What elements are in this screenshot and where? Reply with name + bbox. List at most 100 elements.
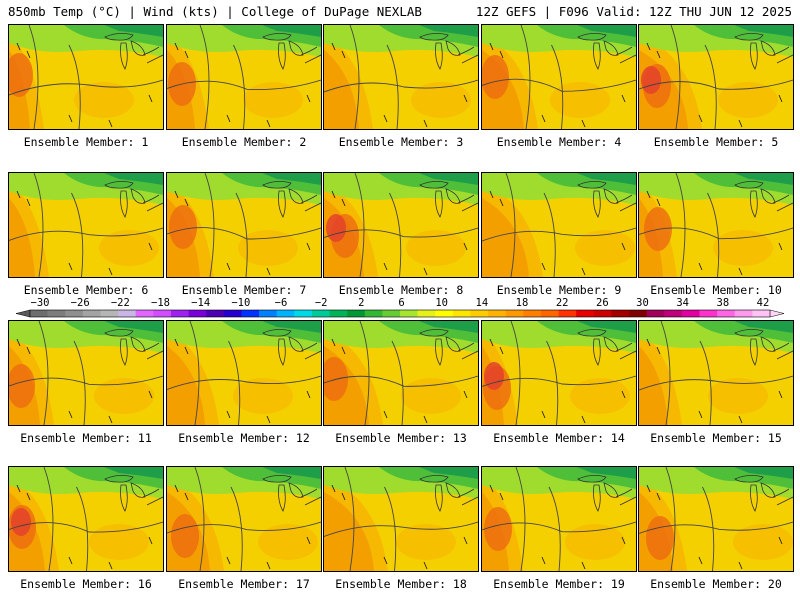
- colorbar-segment: [717, 310, 736, 317]
- colorbar-segment: [488, 310, 507, 317]
- colorbar-segment: [294, 310, 313, 317]
- ensemble-member-map: [323, 466, 479, 572]
- run-valid-time: 12Z GEFS | F096 Valid: 12Z THU JUN 12 20…: [475, 4, 792, 19]
- ensemble-member-map: [638, 24, 794, 130]
- colorbar-tick-label: 10: [435, 297, 448, 309]
- colorbar-segment: [646, 310, 665, 317]
- ensemble-member-label: Ensemble Member: 19: [493, 577, 625, 591]
- ensemble-member-label: Ensemble Member: 20: [650, 577, 782, 591]
- colorbar-tick-label: −18: [151, 297, 170, 309]
- colorbar-segment: [241, 310, 260, 317]
- ensemble-member-label: Ensemble Member: 2: [181, 135, 307, 149]
- ensemble-member-map: [481, 24, 637, 130]
- colorbar-tick-label: −14: [191, 297, 211, 309]
- colorbar-segment: [82, 310, 101, 317]
- colorbar-segment: [382, 310, 401, 317]
- colorbar-segment: [734, 310, 753, 317]
- ensemble-member-label: Ensemble Member: 17: [178, 577, 310, 591]
- ensemble-member-label: Ensemble Member: 6: [23, 283, 149, 297]
- ensemble-member-label: Ensemble Member: 1: [23, 135, 149, 149]
- ensemble-member-map: [8, 172, 164, 278]
- ensemble-member-map: [638, 320, 794, 426]
- colorbar-tick-label: 22: [555, 297, 569, 309]
- colorbar-segment: [153, 310, 172, 317]
- ensemble-member-label: Ensemble Member: 14: [493, 431, 625, 445]
- ensemble-member-map: [323, 172, 479, 278]
- ensemble-member-map: [638, 172, 794, 278]
- colorbar-segment: [611, 310, 630, 317]
- colorbar-segment: [329, 310, 348, 317]
- ensemble-member-label: Ensemble Member: 18: [335, 577, 467, 591]
- ensemble-member-label: Ensemble Member: 8: [338, 283, 464, 297]
- ensemble-member-label: Ensemble Member: 5: [653, 135, 779, 149]
- colorbar-segment: [470, 310, 489, 317]
- colorbar-tick-label: 34: [676, 297, 689, 309]
- colorbar-segment: [417, 310, 436, 317]
- ensemble-member-map: [638, 466, 794, 572]
- ensemble-member-map: [481, 466, 637, 572]
- ensemble-member-label: Ensemble Member: 16: [20, 577, 152, 591]
- colorbar-segment: [188, 310, 207, 317]
- colorbar-segment: [664, 310, 683, 317]
- ensemble-member-label: Ensemble Member: 3: [338, 135, 464, 149]
- colorbar-tick-label: 38: [716, 297, 730, 309]
- colorbar-segment: [699, 310, 718, 317]
- colorbar-tick-label: 14: [475, 297, 489, 309]
- colorbar-segment: [540, 310, 559, 317]
- ensemble-member-map: [166, 320, 322, 426]
- ensemble-member-map: [166, 466, 322, 572]
- ensemble-member-label: Ensemble Member: 7: [181, 283, 307, 297]
- colorbar-left-arrow: [15, 309, 31, 318]
- colorbar-segment: [311, 310, 330, 317]
- colorbar-tick-label: 26: [596, 297, 609, 309]
- colorbar-segment: [452, 310, 471, 317]
- ensemble-member-label: Ensemble Member: 11: [20, 431, 152, 445]
- colorbar-segment: [100, 310, 119, 317]
- colorbar-segment: [435, 310, 454, 317]
- temperature-colorbar: [15, 309, 785, 318]
- colorbar-tick-label: 30: [636, 297, 649, 309]
- colorbar-segment: [276, 310, 295, 317]
- colorbar-segment: [206, 310, 225, 317]
- colorbar-right-arrow: [769, 309, 785, 318]
- colorbar-tick-label: −10: [231, 297, 251, 309]
- ensemble-member-label: Ensemble Member: 10: [650, 283, 782, 297]
- colorbar-tick-label: 2: [358, 297, 365, 309]
- colorbar-segment: [65, 310, 84, 317]
- colorbar-segment: [170, 310, 189, 317]
- ensemble-member-map: [8, 24, 164, 130]
- ensemble-member-map: [481, 172, 637, 278]
- ensemble-member-label: Ensemble Member: 9: [496, 283, 622, 297]
- colorbar-segment: [752, 310, 771, 317]
- colorbar-segment: [505, 310, 524, 317]
- colorbar-segment: [629, 310, 647, 317]
- colorbar-segment: [30, 310, 48, 317]
- colorbar-tick-label: −2: [314, 297, 328, 309]
- colorbar-segment: [576, 310, 595, 317]
- ensemble-member-label: Ensemble Member: 13: [335, 431, 467, 445]
- colorbar-segment: [118, 310, 137, 317]
- ensemble-member-map: [323, 24, 479, 130]
- colorbar-tick-label: 42: [756, 297, 770, 309]
- colorbar-tick-label: −30: [30, 297, 50, 309]
- ensemble-member-label: Ensemble Member: 4: [496, 135, 622, 149]
- ensemble-member-map: [8, 466, 164, 572]
- colorbar-segment: [47, 310, 66, 317]
- ensemble-member-map: [481, 320, 637, 426]
- colorbar-segment: [558, 310, 577, 317]
- colorbar-tick-label: 18: [515, 297, 529, 309]
- colorbar-segment: [400, 310, 418, 317]
- ensemble-member-map: [166, 172, 322, 278]
- colorbar-segment: [223, 310, 242, 317]
- colorbar-segment: [364, 310, 383, 317]
- colorbar-segment: [681, 310, 700, 317]
- ensemble-member-map: [323, 320, 479, 426]
- colorbar-tick-label: −26: [70, 297, 90, 309]
- colorbar-segment: [593, 310, 612, 317]
- colorbar-segment: [347, 310, 366, 317]
- ensemble-member-map: [8, 320, 164, 426]
- colorbar-segment: [259, 310, 277, 317]
- colorbar-tick-label: 6: [398, 297, 405, 309]
- ensemble-member-label: Ensemble Member: 12: [178, 431, 310, 445]
- ensemble-member-map: [166, 24, 322, 130]
